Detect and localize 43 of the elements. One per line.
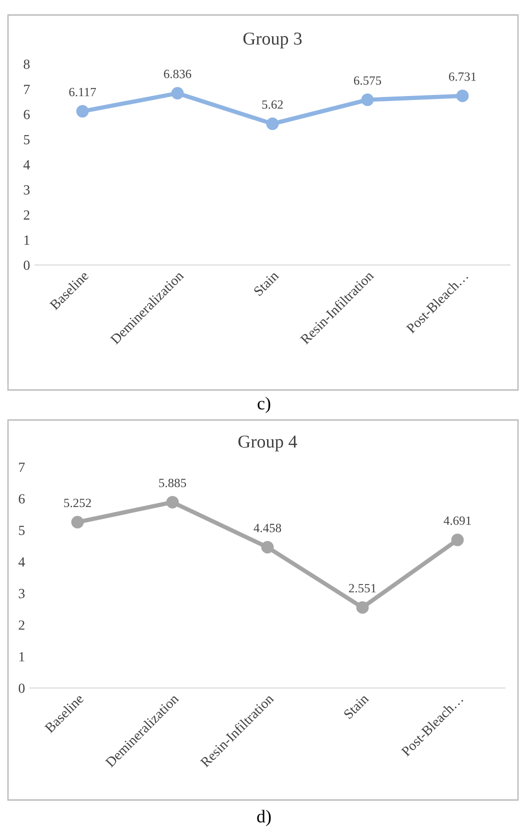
- y-tick-label: 3: [18, 588, 25, 598]
- data-label: 6.731: [448, 72, 476, 81]
- point: [361, 94, 374, 106]
- y-tick-label: 4: [18, 557, 25, 567]
- x-tick-label: Stain: [343, 693, 370, 720]
- data-label: 5.252: [64, 498, 91, 508]
- point: [451, 534, 464, 546]
- data-label: 4.458: [254, 524, 282, 532]
- point: [261, 541, 274, 554]
- data-label: 6.575: [354, 76, 382, 85]
- y-tick-label: 2: [24, 210, 30, 220]
- data-label: 4.691: [444, 516, 471, 525]
- y-tick-label: 1: [19, 652, 24, 662]
- point: [76, 105, 89, 118]
- y-tick-label: 7: [24, 84, 30, 94]
- data-label: 5.62: [262, 100, 283, 109]
- data-label: 5.885: [159, 478, 186, 488]
- x-tick-label: Stain: [253, 270, 280, 296]
- y-tick-label: 6: [18, 494, 25, 504]
- y-tick-label: 1: [24, 236, 30, 245]
- point: [71, 516, 84, 528]
- point: [171, 86, 184, 100]
- text: d): [257, 810, 271, 826]
- text: c): [258, 396, 270, 414]
- y-tick-label: 6: [24, 110, 30, 120]
- data-label: 6.836: [164, 70, 192, 78]
- y-tick-label: 5: [24, 135, 30, 144]
- y-tick-label: 0: [24, 260, 30, 270]
- data-label: 2.551: [348, 584, 376, 592]
- point: [166, 496, 179, 508]
- point: [266, 118, 279, 130]
- y-tick-label: 8: [24, 60, 30, 69]
- y-tick-label: 5: [19, 526, 25, 536]
- y-tick-label: 2: [18, 620, 24, 630]
- point: [356, 601, 369, 614]
- y-tick-label: 3: [24, 185, 30, 195]
- y-tick-label: 7: [19, 462, 25, 472]
- point: [456, 90, 469, 102]
- y-tick-label: 4: [23, 160, 30, 170]
- data-label: 6.117: [69, 88, 96, 96]
- chart-title: Group 4: [238, 436, 298, 452]
- y-tick-label: 0: [18, 684, 25, 693]
- chart-title: Group 3: [243, 32, 302, 48]
